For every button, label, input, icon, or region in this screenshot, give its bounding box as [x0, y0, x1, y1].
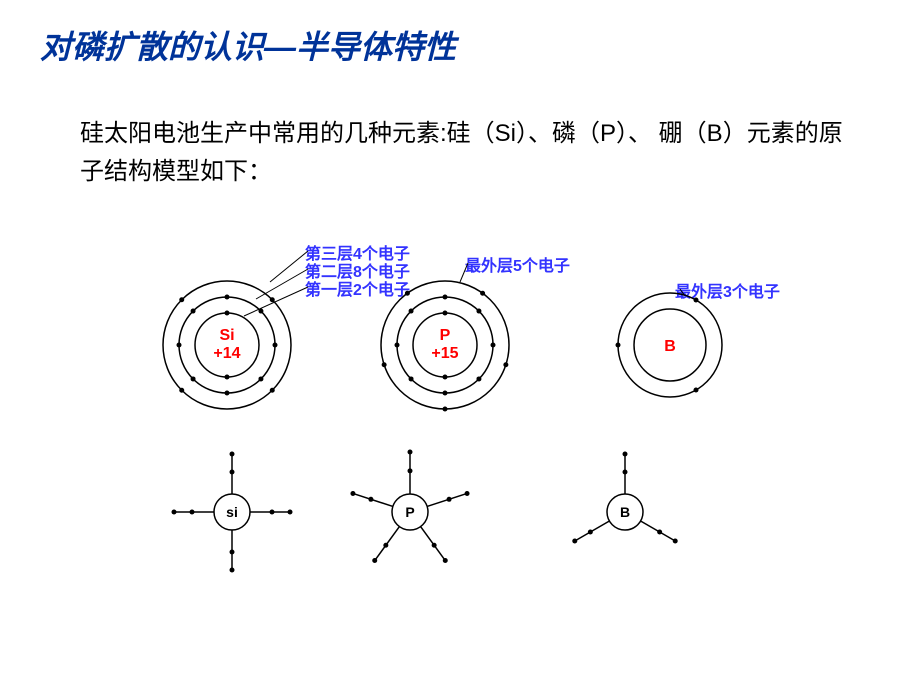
page-title: 对磷扩散的认识—半导体特性 [40, 22, 456, 68]
b-bond-diagram: B [563, 450, 687, 574]
si-bond-symbol: si [226, 504, 238, 520]
page-subtitle: 硅太阳电池生产中常用的几种元素:硅（Si）、磷（P）、 硼（B）元素的原子结构模… [80, 115, 860, 192]
si-bond-diagram: si [170, 450, 294, 574]
p-bond-diagram: P [346, 448, 474, 576]
b-bond-symbol: B [620, 504, 630, 520]
diagram-area: 第三层4个电子 第二层8个电子 第一层2个电子 最外层5个电子 最外层3个电子 … [0, 220, 920, 670]
p-bond-symbol: P [405, 504, 414, 520]
label-connectors [0, 220, 920, 470]
